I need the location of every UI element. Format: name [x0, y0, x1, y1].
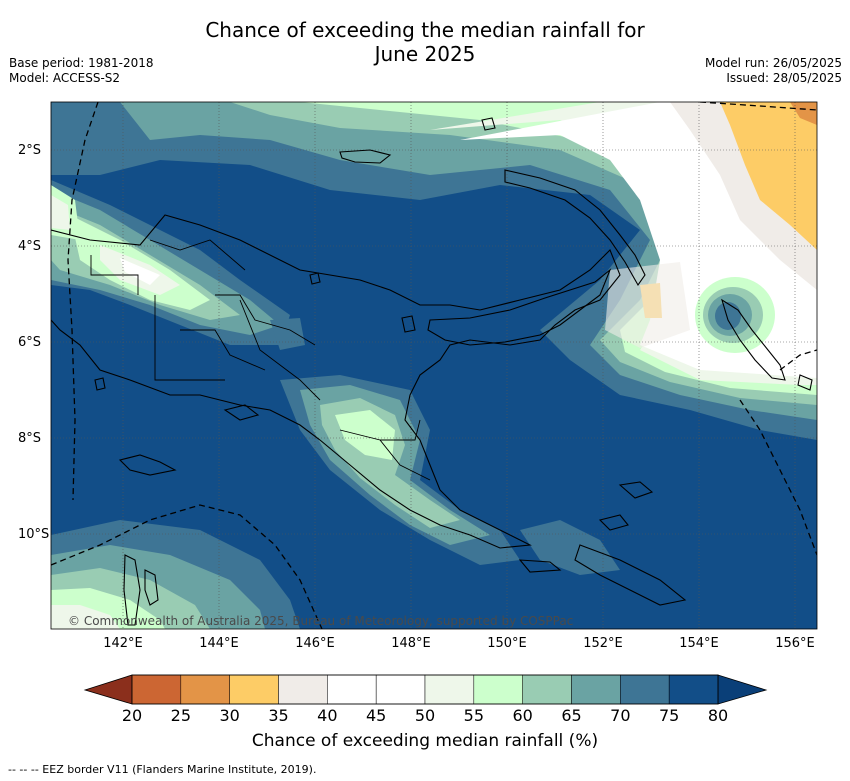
base-period: Base period: 1981-2018: [9, 56, 154, 70]
eez-border: [51, 102, 817, 629]
colorbar: [83, 674, 768, 705]
colorbar-cell: [229, 674, 279, 705]
model-info: Base period: 1981-2018 Model: ACCESS-S2: [9, 56, 154, 86]
colorbar-cell: [278, 674, 328, 705]
colorbar-cell: [473, 674, 523, 705]
lat-label: 10°S: [18, 527, 50, 542]
title-line-2: June 2025: [374, 42, 476, 66]
colorbar-tick-label: 70: [610, 706, 631, 725]
probability-field: [51, 102, 817, 629]
lon-label: 150°E: [487, 636, 527, 651]
colorbar-tick-label: 75: [658, 706, 680, 725]
title-line-1: Chance of exceeding the median rainfall …: [205, 18, 645, 42]
lat-label: 8°S: [18, 431, 42, 446]
eez-legend: -- -- -- EEZ border V11 (Flanders Marine…: [8, 763, 317, 776]
colorbar-tick-label: 25: [170, 706, 191, 725]
lon-label: 148°E: [391, 636, 431, 651]
colorbar-cell: [424, 674, 475, 705]
lon-label: 154°E: [679, 636, 719, 651]
colorbar-high-arrow: [717, 674, 768, 705]
colorbar-cell: [131, 674, 182, 705]
colorbar-label: Chance of exceeding median rainfall (%): [251, 731, 599, 751]
coastlines: [51, 117, 813, 626]
colorbar-tick-label: 60: [512, 706, 533, 725]
colorbar-cell: [620, 674, 670, 705]
colorbar-cell: [522, 674, 572, 705]
lat-label: 4°S: [18, 239, 42, 254]
lon-label: 142°E: [103, 636, 143, 651]
colorbar-tick-label: 65: [561, 706, 582, 725]
lon-label: 144°E: [199, 636, 239, 651]
colorbar-cell: [327, 674, 377, 705]
colorbar-tick-label: 35: [268, 706, 289, 725]
colorbar-tick-label: 40: [317, 706, 338, 725]
lon-label: 152°E: [583, 636, 623, 651]
colorbar-tick-label: 45: [365, 706, 387, 725]
issued-date: Issued: 28/05/2025: [726, 71, 842, 85]
model-run-date: Model run: 26/05/2025: [704, 56, 842, 70]
lon-label: 146°E: [295, 636, 335, 651]
colorbar-cell: [180, 674, 230, 705]
lon-label: 156°E: [775, 636, 815, 651]
lat-label: 6°S: [18, 335, 42, 350]
colorbar-cell: [571, 674, 621, 705]
province-borders: [90, 239, 431, 481]
colorbar-tick-label: 55: [463, 706, 484, 725]
colorbar-low-arrow: [83, 674, 133, 705]
model-name: Model: ACCESS-S2: [9, 71, 121, 85]
map-frame: [50, 101, 818, 630]
colorbar-tick-label: 20: [121, 706, 143, 725]
colorbar-tick-label: 50: [414, 706, 436, 725]
copyright-notice: © Commonwealth of Australia 2025, Bureau…: [68, 614, 574, 628]
run-info: Model run: 26/05/2025 Issued: 28/05/2025: [705, 56, 842, 86]
colorbar-tick-label: 80: [707, 706, 729, 725]
colorbar-tick-label: 30: [219, 706, 240, 725]
lat-label: 2°S: [18, 143, 42, 158]
chart-title: Chance of exceeding the median rainfall …: [0, 18, 850, 66]
colorbar-cell: [375, 674, 426, 705]
colorbar-cell: [668, 674, 719, 705]
graticule: [51, 102, 817, 629]
